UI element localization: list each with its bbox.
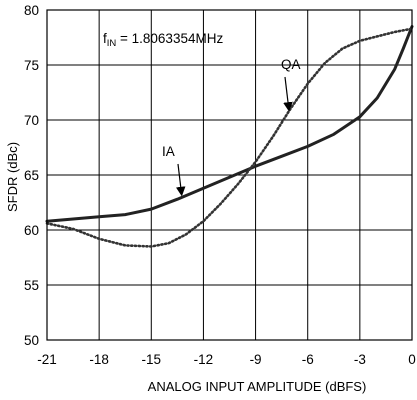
- x-tick-label: -12: [194, 352, 214, 367]
- grid: [46, 9, 413, 341]
- x-axis-label: ANALOG INPUT AMPLITUDE (dBFS): [148, 379, 367, 394]
- series-layer: [45, 25, 414, 248]
- y-tick-label: 75: [24, 58, 39, 73]
- series-label-ia: IA: [162, 144, 175, 159]
- x-tick-label: -9: [250, 352, 262, 367]
- x-tick-label: -18: [89, 352, 109, 367]
- y-tick-label: 50: [24, 333, 39, 348]
- x-tick-label: -15: [142, 352, 162, 367]
- frequency-annotation: fIN = 1.8063354MHz: [103, 31, 223, 49]
- x-tick-label: -3: [354, 352, 366, 367]
- y-tick-label: 70: [24, 113, 39, 128]
- series-label-qa-arrow: [283, 76, 293, 112]
- series-ia-line: [45, 25, 414, 223]
- y-tick-label: 65: [24, 168, 39, 183]
- tick-labels: -21 -18 -15 -12 -9 -6 -3 0 50 55 60 65 70 75 80: [24, 3, 416, 367]
- series-label-ia-arrow: [175, 163, 186, 197]
- x-tick-label: -6: [302, 352, 314, 367]
- y-tick-label: 80: [24, 3, 39, 18]
- y-axis-label: SFDR (dBc): [5, 142, 20, 212]
- x-tick-label: -21: [37, 352, 57, 367]
- series-label-qa: QA: [281, 57, 301, 72]
- series-labels: IA QA: [162, 57, 301, 197]
- y-tick-label: 55: [24, 278, 39, 293]
- plot-frame: [46, 9, 413, 341]
- y-tick-label: 60: [24, 223, 39, 238]
- series-qa-line: [45, 27, 414, 248]
- x-tick-label: 0: [408, 352, 416, 367]
